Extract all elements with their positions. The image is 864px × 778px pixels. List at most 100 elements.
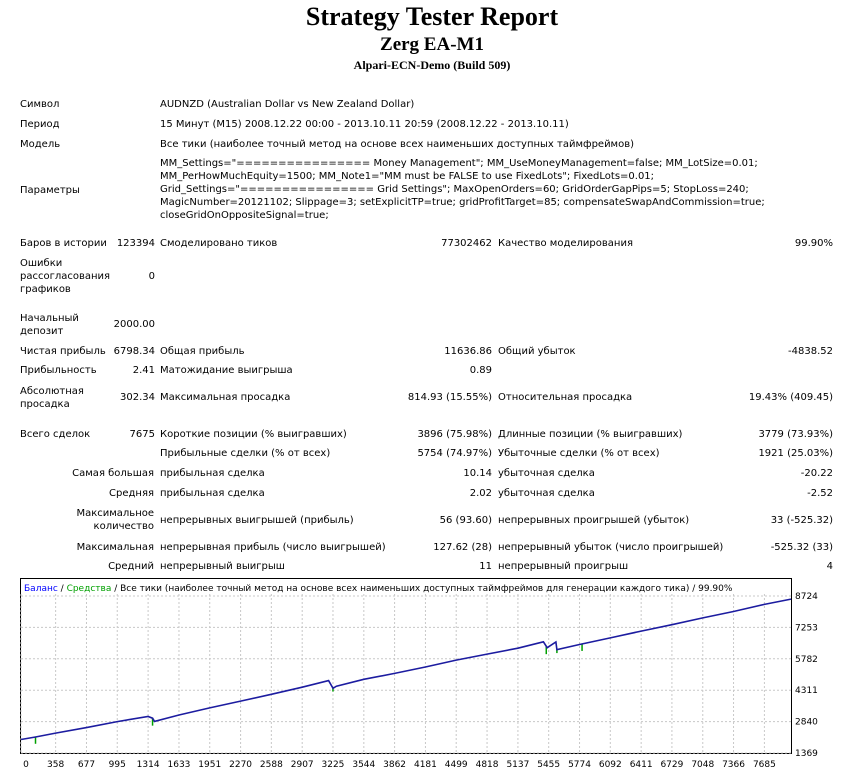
long-value: 3779 (73.93%) bbox=[758, 429, 833, 440]
x-tick-label: 2270 bbox=[229, 760, 252, 770]
legend-model-info: Все тики (наиболее точный метод на основ… bbox=[120, 584, 733, 594]
pf-value: 2.41 bbox=[132, 365, 155, 376]
gross-loss-value: -4838.52 bbox=[788, 346, 833, 357]
x-tick-label: 2907 bbox=[291, 760, 314, 770]
avg-losses-value: 4 bbox=[826, 561, 833, 572]
consec-losses-label: непрерывных проигрышей (убыток) bbox=[498, 515, 690, 526]
expert-name: Zerg EA-M1 bbox=[380, 34, 484, 55]
x-tick-label: 995 bbox=[109, 760, 126, 770]
symbol-label: Символ bbox=[20, 99, 60, 110]
maximal-label: Максимальная bbox=[76, 542, 154, 553]
x-tick-label: 677 bbox=[78, 760, 95, 770]
bars-value: 123394 bbox=[116, 238, 155, 249]
trades-label: Всего сделок bbox=[20, 429, 91, 440]
deposit-value: 2000.00 bbox=[113, 319, 155, 330]
loss-trades-label: Убыточные сделки (% от всех) bbox=[498, 448, 660, 459]
x-tick-label: 6092 bbox=[599, 760, 622, 770]
average-profit-label: прибыльная сделка bbox=[160, 488, 265, 499]
deposit-label: Начальный депозит bbox=[20, 313, 79, 337]
consec-loss-label: непрерывный убыток (число проигрышей) bbox=[498, 542, 724, 553]
params-line: MM_PerHowMuchEquity=1500; MM_Note1="MM m… bbox=[160, 171, 655, 182]
y-tick-label: 5782 bbox=[795, 655, 818, 665]
average-profit-value: 2.02 bbox=[469, 488, 492, 499]
x-tick-label: 6729 bbox=[660, 760, 683, 770]
params-line: MM_Settings="================ Money Mana… bbox=[160, 158, 758, 169]
y-tick-label: 1369 bbox=[795, 749, 818, 759]
average-loss-label: убыточная сделка bbox=[498, 488, 595, 499]
params-label: Параметры bbox=[20, 185, 80, 196]
trades-value: 7675 bbox=[129, 429, 155, 440]
avg-wins-label: непрерывный выигрыш bbox=[160, 561, 285, 572]
payoff-value: 0.89 bbox=[469, 365, 492, 376]
profit-trades-label: Прибыльные сделки (% от всех) bbox=[160, 448, 331, 459]
average-loss-value: -2.52 bbox=[807, 488, 833, 499]
legend-equity: Средства bbox=[67, 584, 112, 594]
avg-losses-label: непрерывный проигрыш bbox=[498, 561, 629, 572]
mismatch-label: Ошибки рассогласования графиков bbox=[20, 258, 111, 295]
average-label: Средняя bbox=[109, 488, 154, 499]
x-tick-label: 1314 bbox=[137, 760, 160, 770]
gross-loss-label: Общий убыток bbox=[498, 346, 576, 357]
profit-trades-value: 5754 (74.97%) bbox=[417, 448, 492, 459]
chart-legend: Баланс / Средства / Все тики (наиболее т… bbox=[24, 584, 733, 594]
avg-label: Средний bbox=[108, 561, 154, 572]
x-tick-label: 7366 bbox=[722, 760, 745, 770]
x-tick-label: 1951 bbox=[198, 760, 221, 770]
x-tick-label: 1633 bbox=[168, 760, 191, 770]
max-dd-value: 814.93 (15.55%) bbox=[407, 392, 492, 403]
gross-profit-label: Общая прибыль bbox=[160, 346, 245, 357]
x-tick-label: 2588 bbox=[260, 760, 283, 770]
x-tick-label: 3544 bbox=[352, 760, 375, 770]
loss-trades-value: 1921 (25.03%) bbox=[758, 448, 833, 459]
abs-dd-label: Абсолютная просадка bbox=[20, 386, 84, 410]
x-tick-label: 3225 bbox=[322, 760, 345, 770]
rel-dd-value: 19.43% (409.45) bbox=[748, 392, 833, 403]
x-tick-label: 5774 bbox=[568, 760, 591, 770]
consec-wins-value: 56 (93.60) bbox=[439, 515, 492, 526]
max-count-label: Максимальное количество bbox=[76, 508, 154, 532]
x-tick-label: 5455 bbox=[537, 760, 560, 770]
net-value: 6798.34 bbox=[113, 346, 155, 357]
period-value: 15 Минут (M15) 2008.12.22 00:00 - 2013.1… bbox=[160, 119, 569, 130]
balance-series-line bbox=[20, 598, 792, 741]
chart-frame bbox=[20, 578, 792, 754]
y-tick-label: 4311 bbox=[795, 686, 818, 696]
y-axis-ticks: 8724 7253 5782 4311 2840 1369 bbox=[795, 592, 818, 759]
chart-grid bbox=[20, 594, 791, 754]
legend-balance: Баланс bbox=[24, 584, 58, 594]
short-value: 3896 (75.98%) bbox=[417, 429, 492, 440]
abs-dd-value: 302.34 bbox=[120, 392, 155, 403]
consec-losses-value: 33 (-525.32) bbox=[770, 515, 833, 526]
model-label: Модель bbox=[20, 139, 61, 150]
x-tick-label: 7685 bbox=[753, 760, 776, 770]
x-tick-label: 0 bbox=[23, 760, 29, 770]
consec-profit-value: 127.62 (28) bbox=[433, 542, 492, 553]
report-title: Strategy Tester Report bbox=[305, 2, 559, 31]
x-tick-label: 358 bbox=[47, 760, 64, 770]
x-tick-label: 3862 bbox=[383, 760, 406, 770]
short-label: Короткие позиции (% выигравших) bbox=[160, 429, 347, 440]
largest-loss-value: -20.22 bbox=[800, 468, 833, 479]
x-tick-label: 6411 bbox=[630, 760, 653, 770]
y-tick-label: 8724 bbox=[795, 592, 818, 602]
payoff-label: Матожидание выигрыша bbox=[160, 365, 293, 376]
rel-dd-label: Относительная просадка bbox=[498, 392, 633, 403]
legend-separator: / bbox=[111, 584, 120, 594]
params-line: MagicNumber=20121102; Slippage=3; setExp… bbox=[160, 197, 765, 208]
x-axis-ticks: 0 358 677 995 1314 1633 1951 2270 2588 2907 3225 35… bbox=[23, 760, 776, 770]
y-tick-label: 2840 bbox=[795, 718, 818, 728]
x-tick-label: 4818 bbox=[476, 760, 499, 770]
x-tick-label: 4181 bbox=[414, 760, 437, 770]
legend-separator: / bbox=[58, 584, 67, 594]
consec-wins-label: непрерывных выигрышей (прибыль) bbox=[160, 515, 354, 526]
avg-wins-value: 11 bbox=[479, 561, 492, 572]
bars-label: Баров в истории bbox=[20, 238, 107, 249]
x-tick-label: 7048 bbox=[691, 760, 714, 770]
net-label: Чистая прибыль bbox=[20, 346, 106, 357]
y-tick-label: 7253 bbox=[795, 623, 818, 633]
mismatch-value: 0 bbox=[148, 271, 155, 282]
pf-label: Прибыльность bbox=[20, 365, 97, 376]
max-dd-label: Максимальная просадка bbox=[160, 392, 291, 403]
symbol-value: AUDNZD (Australian Dollar vs New Zealand… bbox=[160, 99, 415, 110]
x-tick-label: 5137 bbox=[506, 760, 529, 770]
